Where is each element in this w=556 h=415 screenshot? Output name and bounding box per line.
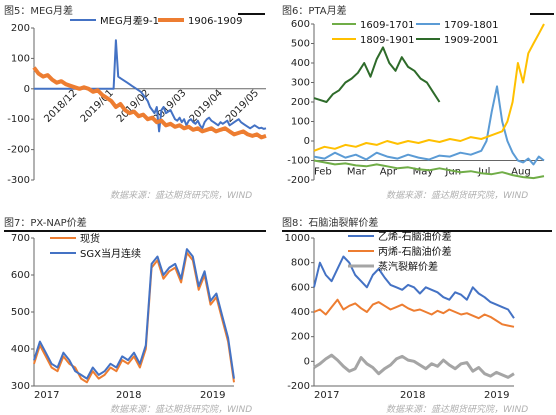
series-line [34, 39, 267, 133]
y-tick-label: 400 [11, 344, 30, 355]
legend-label: MEG月差9-1 [100, 16, 159, 27]
title-rule [238, 13, 265, 15]
x-tick-label: 2017 [314, 390, 339, 401]
y-tick-label: 300 [11, 381, 30, 392]
legend-label: 乙烯-石脑油价差 [378, 230, 452, 243]
x-tick-label: Jun [444, 167, 461, 178]
y-tick-label: 200 [11, 23, 30, 34]
chart-panel-fig5: 图5：MEG月差 200 100 0 -100 -200 -300 2018/12 2019/… [0, 0, 270, 201]
legend-label: 丙烯-石脑油价差 [378, 245, 452, 258]
series-line [313, 255, 515, 319]
source-note: 数据来源：盛达期货研究院，WIND [110, 405, 253, 415]
y-tick-label: -300 [7, 175, 30, 186]
series-line [313, 23, 545, 152]
y-tick-label: 0 [304, 356, 310, 367]
legend-label: 1609-1701 [360, 20, 415, 31]
y-tick-label: -100 [287, 156, 310, 167]
legend-label: SGX当月连续 [80, 247, 141, 260]
chart-title: 图6：PTA月差 [282, 6, 347, 17]
y-tick-label: 200 [291, 97, 310, 108]
series-line [313, 298, 515, 328]
title-rule [4, 230, 266, 232]
y-tick-label: 800 [291, 258, 310, 269]
y-tick-label: 100 [291, 117, 310, 128]
legend-label: 1909-2001 [444, 35, 499, 46]
chart-title: 图5：MEG月差 [4, 6, 74, 17]
chart-svg-fig8: 1000 800 600 400 200 0 -200 2017 2018 2019 乙烯-石脑油价… [285, 230, 515, 401]
y-tick-label: 600 [291, 282, 310, 293]
chart-title: 图8：石脑油裂解价差 [282, 218, 379, 229]
x-tick-label: 2019/01 [79, 88, 116, 125]
y-tick-label: 100 [11, 53, 30, 64]
source-note: 数据来源：盛达期货研究院，WIND [386, 405, 529, 415]
y-tick-label: -200 [7, 145, 30, 156]
y-tick-label: 200 [291, 332, 310, 343]
y-tick-label: 500 [11, 307, 30, 318]
y-tick-label: -200 [287, 175, 310, 186]
chart-panel-fig8: 图8：石脑油裂解价差 1000 800 600 400 200 0 -200 2017 2018… [278, 208, 556, 415]
x-tick-label: Apr [380, 167, 398, 178]
y-tick-label: 0 [304, 136, 310, 147]
y-tick-label: 400 [291, 58, 310, 69]
legend-label: 1809-1901 [360, 35, 415, 46]
x-tick-label: Aug [511, 167, 531, 178]
series-line [32, 66, 267, 140]
x-tick-label: 2019/05 [224, 88, 261, 125]
y-tick-label: 300 [291, 78, 310, 89]
series-line [313, 353, 515, 379]
source-note: 数据来源：盛达期货研究院，WIND [110, 191, 253, 201]
y-tick-label: 400 [291, 307, 310, 318]
y-tick-label: 0 [24, 84, 30, 95]
series-line [313, 46, 441, 103]
x-tick-label: 2019 [200, 390, 225, 401]
chart-svg-fig6: 600 500 400 300 200 100 0 -100 -200 Feb Mar Apr May J… [287, 19, 545, 186]
chart-title: 图7：PX-NAP价差 [4, 218, 87, 229]
x-tick-label: 2018 [400, 390, 425, 401]
x-tick-label: 2019 [484, 390, 509, 401]
x-tick-label: 2018 [116, 390, 141, 401]
y-tick-label: 600 [291, 19, 310, 30]
legend-label: 现货 [80, 232, 100, 245]
series-line [313, 159, 545, 180]
series-line [313, 85, 545, 166]
y-tick-label: 500 [291, 39, 310, 50]
title-rule [282, 230, 552, 232]
x-tick-label: 2018/12 [42, 88, 79, 125]
series-line [33, 251, 235, 384]
x-tick-label: 2017 [34, 390, 59, 401]
legend-label: 1906-1909 [188, 16, 243, 27]
legend-label: 蒸汽裂解价差 [378, 260, 438, 273]
chart-panel-fig7: 图7：PX-NAP价差 700 600 500 400 300 2017 2018 2019 现… [0, 208, 270, 415]
chart-svg-fig7: 700 600 500 400 300 2017 2018 2019 现货 SGX当月连续 [11, 232, 235, 401]
x-tick-label: May [413, 167, 434, 178]
x-tick-label: Mar [347, 167, 367, 178]
chart-panel-fig6: 图6：PTA月差 600 500 400 300 200 100 0 -100 -200 Feb M… [278, 0, 556, 201]
y-tick-label: 700 [11, 233, 30, 244]
x-tick-label: Feb [314, 167, 332, 178]
y-tick-label: 600 [11, 270, 30, 281]
source-note: 数据来源：盛达期货研究院，WIND [386, 191, 529, 201]
title-rule [530, 13, 554, 15]
series-line [33, 248, 235, 380]
x-tick-label: Jul [477, 167, 490, 178]
y-tick-label: -200 [287, 381, 310, 392]
y-tick-label: -100 [7, 114, 30, 125]
y-tick-label: 1000 [285, 233, 310, 244]
legend-label: 1709-1801 [444, 20, 499, 31]
